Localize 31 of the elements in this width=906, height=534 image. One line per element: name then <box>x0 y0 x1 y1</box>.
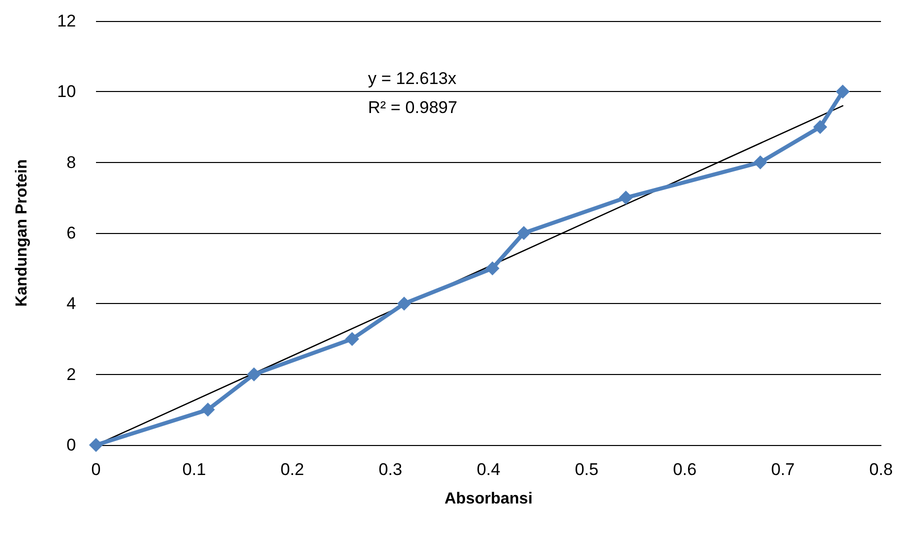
point <box>246 367 261 382</box>
point <box>813 120 828 134</box>
point <box>753 155 768 170</box>
y-axis-title: Kandungan Protein <box>14 159 30 307</box>
x-axis-title: Absorbansi <box>444 490 533 508</box>
point <box>345 332 360 346</box>
point <box>618 190 633 205</box>
annotation: y = 12.613x <box>368 69 457 88</box>
point <box>516 226 531 240</box>
point <box>89 438 103 452</box>
y-tick-label: 12 <box>57 12 76 30</box>
y-tick-label: 4 <box>66 294 76 314</box>
point <box>397 296 412 311</box>
x-tick-label: 0.2 <box>280 460 304 479</box>
x-tick-label: 0.4 <box>476 460 500 479</box>
x-tick-label: 0.7 <box>771 460 795 479</box>
point <box>485 261 500 276</box>
annotation: R² = 0.9897 <box>368 98 458 117</box>
x-tick-label: 0.3 <box>378 460 402 479</box>
x-tick-label: 0.8 <box>869 460 893 479</box>
y-tick-label: 6 <box>66 224 76 242</box>
x-tick-label: 0 <box>91 460 101 479</box>
x-tick-label: 0.6 <box>672 460 697 479</box>
y-tick-label: 8 <box>66 152 76 172</box>
y-tick-label: 0 <box>66 436 76 454</box>
y-tick-label: 2 <box>66 364 76 384</box>
point <box>836 84 850 99</box>
y-tick-label: 10 <box>57 82 76 102</box>
x-tick-label: 0.1 <box>182 460 206 479</box>
point <box>200 402 215 417</box>
x-tick-label: 0.5 <box>574 460 598 479</box>
